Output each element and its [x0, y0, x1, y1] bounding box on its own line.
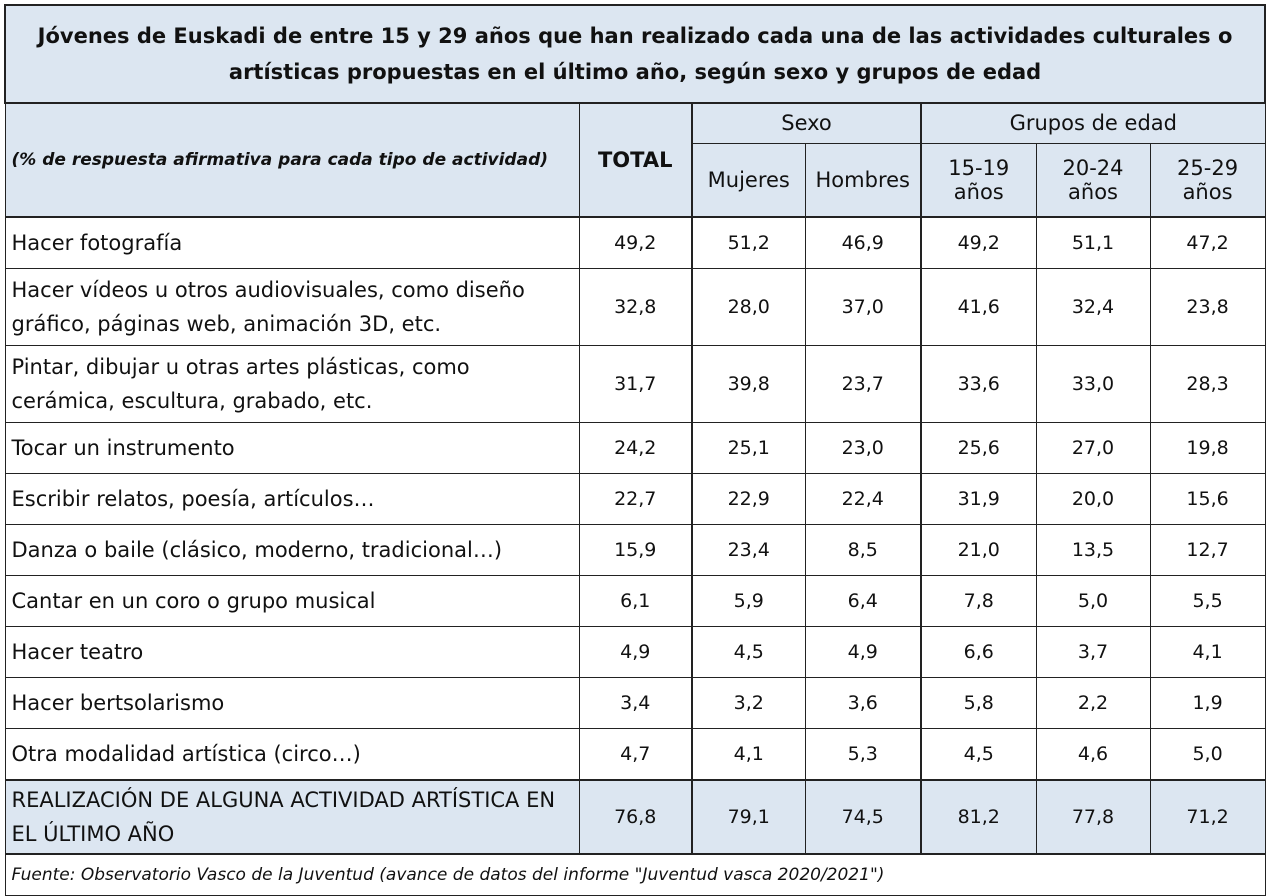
- table-row: Hacer fotografía 49,2 51,2 46,9 49,2 51,…: [4, 216, 1266, 269]
- table-title: Jóvenes de Euskadi de entre 15 y 29 años…: [3, 4, 1267, 104]
- header-age-20-24: 20-24 años: [1035, 142, 1151, 218]
- table-row: Danza o baile (clásico, moderno, tradici…: [4, 524, 1266, 576]
- table-row: Hacer teatro 4,9 4,5 4,9 6,6 3,7 4,1: [4, 626, 1266, 678]
- header-hombres: Hombres: [804, 142, 922, 218]
- header-description: (% de respuesta afirmativa para cada tip…: [4, 102, 580, 218]
- table-row: Escribir relatos, poesía, artículos… 22,…: [4, 473, 1266, 525]
- table-container: Jóvenes de Euskadi de entre 15 y 29 años…: [3, 4, 1267, 896]
- header-age-25-29: 25-29 años: [1149, 142, 1266, 218]
- source-note: Fuente: Observatorio Vasco de la Juventu…: [4, 853, 1266, 896]
- header-mujeres: Mujeres: [691, 142, 806, 218]
- data-table: Jóvenes de Euskadi de entre 15 y 29 años…: [3, 4, 1267, 896]
- table-row: Hacer bertsolarismo 3,4 3,2 3,6 5,8 2,2 …: [4, 677, 1266, 729]
- table-row: Tocar un instrumento 24,2 25,1 23,0 25,6…: [4, 422, 1266, 474]
- table-row-total: REALIZACIÓN DE ALGUNA ACTIVIDAD ARTÍSTIC…: [4, 779, 1266, 855]
- table-row: Otra modalidad artística (circo…) 4,7 4,…: [4, 728, 1266, 781]
- header-sexo: Sexo: [691, 102, 922, 144]
- table-row: Pintar, dibujar u otras artes plásticas,…: [4, 345, 1266, 423]
- header-total: TOTAL: [578, 102, 693, 218]
- header-age-15-19: 15-19 años: [920, 142, 1037, 218]
- table-row: Hacer vídeos u otros audiovisuales, como…: [4, 268, 1266, 346]
- table-row: Cantar en un coro o grupo musical 6,1 5,…: [4, 575, 1266, 627]
- header-grupos-edad: Grupos de edad: [919, 102, 1266, 144]
